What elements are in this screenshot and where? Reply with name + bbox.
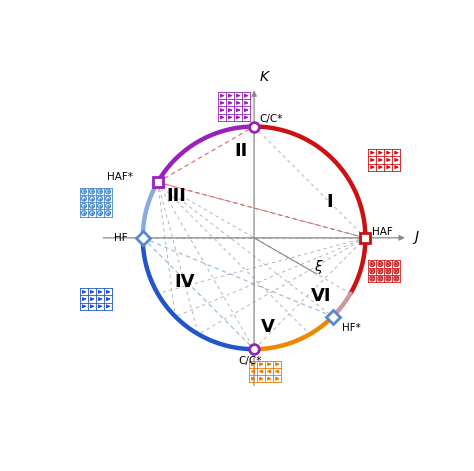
Text: HAF: HAF [372,227,393,237]
Text: II: II [234,142,247,160]
Text: HF: HF [114,233,127,243]
Text: HAF*: HAF* [107,171,133,182]
Text: VI: VI [310,287,331,305]
Text: $K$: $K$ [258,70,271,84]
Text: C/C*: C/C* [238,357,261,366]
Text: HF*: HF* [342,323,360,333]
Text: C/C*: C/C* [260,114,283,124]
Text: III: III [166,187,186,204]
Text: IV: IV [175,273,195,292]
Text: I: I [327,193,333,211]
Text: $J$: $J$ [412,229,420,246]
Text: V: V [261,318,274,336]
Text: $\xi$: $\xi$ [314,258,324,276]
